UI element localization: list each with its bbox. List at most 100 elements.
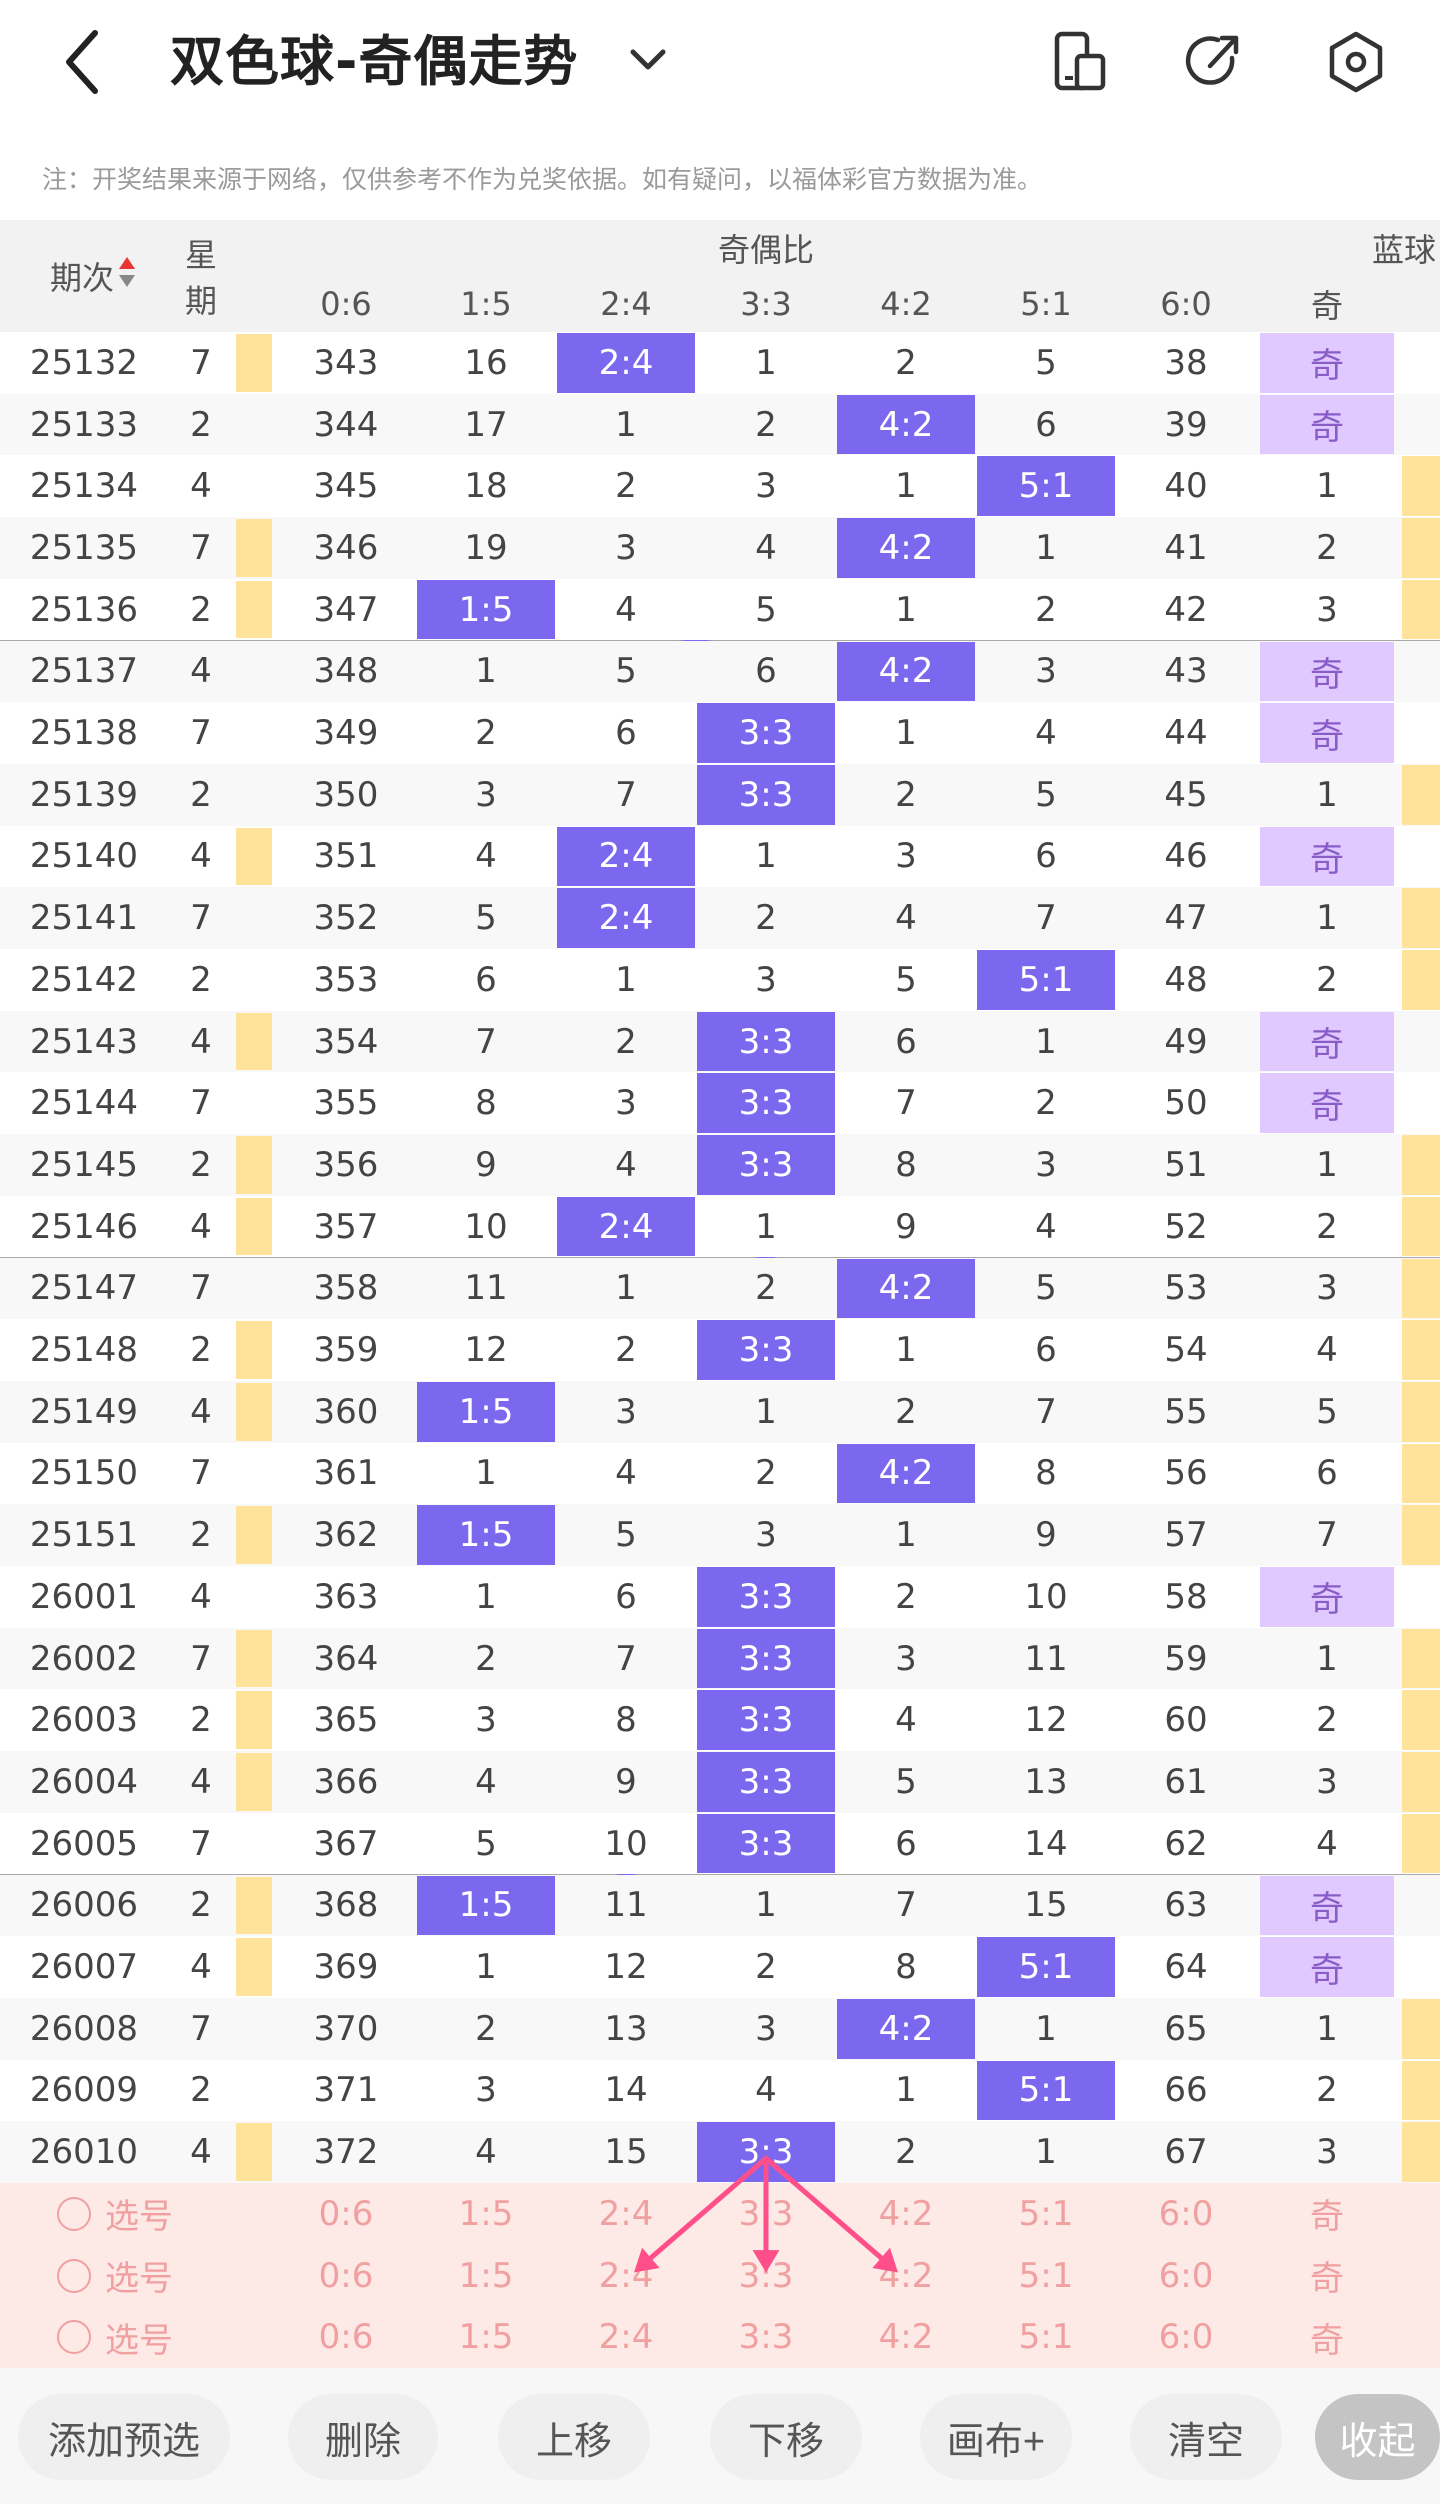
col-header-period[interactable]: 期次	[0, 220, 168, 332]
settings-icon[interactable]	[1322, 28, 1390, 96]
col-header-weekday: 星期	[168, 220, 234, 332]
weekday-cell: 7	[190, 342, 212, 383]
blue-ball-cell: 1	[1316, 898, 1338, 939]
hit-cell: 3:3	[697, 1320, 835, 1380]
select-option[interactable]: 5:1	[1018, 2255, 1074, 2296]
select-blue-option[interactable]: 奇	[1310, 2197, 1344, 2238]
weekday-cell: 4	[190, 1021, 212, 1062]
miss-count-cell: 1	[615, 959, 637, 1000]
weekday-cell: 4	[190, 651, 212, 692]
back-icon[interactable]	[55, 25, 115, 100]
weekday-cell: 2	[190, 1515, 212, 1556]
select-label-text: 选号	[105, 2197, 173, 2238]
page-title[interactable]: 双色球-奇偶走势	[170, 30, 579, 93]
select-blue-option[interactable]: 奇	[1310, 2259, 1344, 2300]
move-up-button[interactable]: 上移	[498, 2394, 650, 2480]
sort-icon[interactable]	[118, 255, 136, 297]
select-label[interactable]: 选号	[50, 2306, 180, 2368]
miss-count-cell: 351	[313, 836, 379, 877]
add-preselect-button[interactable]: 添加预选	[18, 2394, 230, 2480]
miss-count-cell: 6	[895, 1021, 917, 1062]
select-option[interactable]: 6:0	[1158, 2193, 1214, 2234]
select-label[interactable]: 选号	[50, 2245, 180, 2307]
miss-count-cell: 1	[615, 1268, 637, 1309]
select-option[interactable]: 3:3	[738, 2317, 794, 2358]
miss-count-cell: 12	[464, 1330, 508, 1371]
period-cell: 25143	[29, 1021, 139, 1062]
radio-icon[interactable]	[57, 2196, 91, 2231]
delete-button[interactable]: 删除	[288, 2394, 438, 2480]
miss-count-cell: 8	[615, 1700, 637, 1741]
hit-cell: 3:3	[697, 764, 835, 825]
select-option[interactable]: 0:6	[318, 2193, 374, 2234]
select-option[interactable]: 5:1	[1018, 2317, 1074, 2358]
blue-yellow-marker	[1402, 1813, 1440, 1874]
radio-icon[interactable]	[57, 2320, 91, 2355]
miss-count-cell: 4	[895, 1700, 917, 1741]
select-option[interactable]: 2:4	[598, 2193, 654, 2234]
share-icon[interactable]	[1180, 28, 1248, 96]
select-option[interactable]: 4:2	[878, 2193, 934, 2234]
yellow-marker	[236, 1691, 272, 1750]
miss-count-cell: 6	[615, 713, 637, 754]
miss-count-cell: 2	[895, 2132, 917, 2173]
select-option[interactable]: 4:2	[878, 2317, 934, 2358]
miss-count-cell: 2	[895, 774, 917, 815]
miss-count-cell: 4	[755, 2070, 777, 2111]
miss-count-cell: 7	[615, 774, 637, 815]
period-cell: 25144	[29, 1083, 139, 1124]
miss-count-cell: 371	[313, 2070, 379, 2111]
prediction-arrow-head	[872, 2247, 898, 2273]
prediction-arrow-line	[642, 2155, 769, 2266]
miss-count-cell: 3	[755, 2008, 777, 2049]
miss-count-cell: 12	[1024, 1700, 1068, 1741]
miss-count-cell: 2	[755, 1947, 777, 1988]
miss-count-cell: 10	[604, 1823, 648, 1864]
table-row	[0, 1997, 1440, 2060]
canvas-add-button[interactable]: 画布+	[920, 2394, 1072, 2480]
collapse-button[interactable]: 收起	[1315, 2394, 1440, 2480]
hit-cell: 3:3	[697, 1135, 835, 1195]
select-option[interactable]: 6:0	[1158, 2255, 1214, 2296]
blue-ball-cell: 4	[1316, 1330, 1338, 1371]
move-down-button[interactable]: 下移	[710, 2394, 862, 2480]
miss-count-cell: 56	[1164, 1453, 1208, 1494]
select-option[interactable]: 1:5	[458, 2255, 514, 2296]
blue-yellow-marker	[1402, 2122, 1440, 2182]
table-row	[0, 640, 1440, 703]
weekday-cell: 2	[190, 1885, 212, 1926]
miss-count-cell: 10	[1024, 1576, 1068, 1617]
blue-ball-cell: 奇	[1260, 641, 1394, 702]
clear-button[interactable]: 清空	[1130, 2394, 1282, 2480]
select-label[interactable]: 选号	[50, 2183, 180, 2245]
select-option[interactable]: 0:6	[318, 2317, 374, 2358]
ratio-header-3: 3:3	[740, 285, 792, 323]
select-option[interactable]: 2:4	[598, 2317, 654, 2358]
miss-count-cell: 4	[615, 1453, 637, 1494]
miss-count-cell: 9	[1035, 1515, 1057, 1556]
select-blue-option[interactable]: 奇	[1310, 2320, 1344, 2361]
miss-count-cell: 9	[615, 1761, 637, 1802]
blue-ball-cell: 4	[1316, 1823, 1338, 1864]
miss-count-cell: 1	[1035, 527, 1057, 568]
select-option[interactable]: 6:0	[1158, 2317, 1214, 2358]
select-option[interactable]: 0:6	[318, 2255, 374, 2296]
miss-count-cell: 5	[1035, 774, 1057, 815]
miss-count-cell: 5	[1035, 342, 1057, 383]
ratio-header-5: 5:1	[1020, 285, 1072, 323]
weekday-cell: 2	[190, 1330, 212, 1371]
miss-count-cell: 355	[313, 1083, 379, 1124]
miss-count-cell: 53	[1164, 1268, 1208, 1309]
select-option[interactable]: 1:5	[458, 2193, 514, 2234]
yellow-marker	[236, 1629, 272, 1688]
blue-yellow-marker	[1402, 1628, 1440, 1689]
blue-yellow-marker	[1402, 1381, 1440, 1442]
miss-count-cell: 15	[604, 2132, 648, 2173]
select-option[interactable]: 5:1	[1018, 2193, 1074, 2234]
chevron-down-icon[interactable]	[625, 40, 671, 80]
phone-icon[interactable]	[1045, 28, 1113, 96]
radio-icon[interactable]	[57, 2258, 91, 2293]
miss-count-cell: 3	[755, 466, 777, 507]
select-option[interactable]: 1:5	[458, 2317, 514, 2358]
miss-count-cell: 11	[1024, 1638, 1068, 1679]
